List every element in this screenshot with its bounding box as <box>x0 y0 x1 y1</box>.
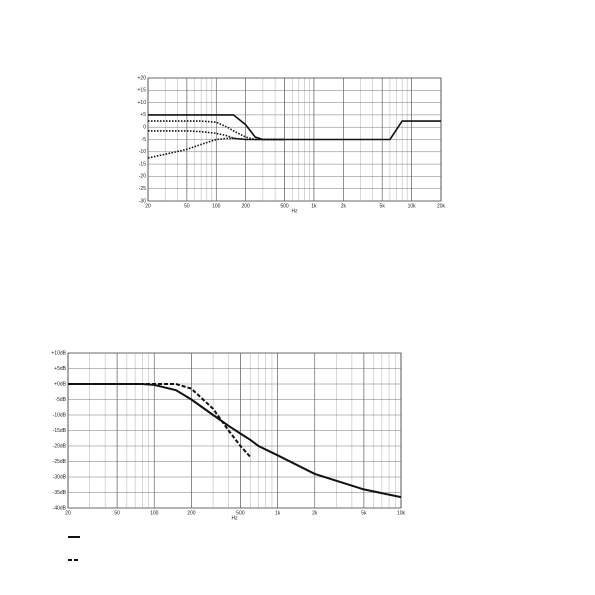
x-tick-label: 2k <box>341 203 347 209</box>
x-axis-label: Hz <box>231 515 238 521</box>
y-tick-label: -30 <box>139 198 146 204</box>
x-tick-label: 5k <box>380 203 386 209</box>
y-tick-label: +10dB <box>51 350 66 356</box>
y-tick-label: -10dB <box>53 412 67 418</box>
y-tick-label: +10 <box>138 100 147 106</box>
y-tick-label: -40dB <box>53 505 67 511</box>
x-tick-label: 10k <box>397 510 406 516</box>
y-tick-label: -30dB <box>53 474 67 480</box>
y-tick-label: -15dB <box>53 428 67 434</box>
x-tick-label: 20 <box>65 510 71 516</box>
y-tick-label: -5dB <box>55 397 66 403</box>
y-tick-label: -20 <box>139 174 146 180</box>
x-axis-label: Hz <box>291 208 298 214</box>
y-tick-label: -5 <box>142 137 147 143</box>
x-tick-label: 1k <box>275 510 281 516</box>
x-tick-label: 10k <box>408 203 417 209</box>
x-tick-label: 20 <box>145 203 151 209</box>
y-tick-label: +20 <box>138 75 147 81</box>
y-tick-label: -35dB <box>53 490 67 496</box>
y-tick-label: 0 <box>143 125 146 131</box>
y-tick-label: +5 <box>140 112 146 118</box>
x-tick-label: 50 <box>114 510 120 516</box>
y-tick-label: -25dB <box>53 459 67 465</box>
series-line <box>147 137 285 159</box>
y-tick-label: -15 <box>139 161 146 167</box>
x-tick-label: 500 <box>236 510 245 516</box>
y-tick-label: +0dB <box>54 381 66 387</box>
series-line <box>68 383 251 458</box>
y-tick-label: -20dB <box>53 443 67 449</box>
x-tick-label: 200 <box>187 510 196 516</box>
x-tick-label: 20k <box>437 203 446 209</box>
y-tick-label: +15 <box>138 88 147 94</box>
x-tick-label: 500 <box>280 203 289 209</box>
y-tick-label: -25 <box>139 186 146 192</box>
x-tick-label: 100 <box>150 510 159 516</box>
x-tick-label: 50 <box>184 203 190 209</box>
x-tick-label: 100 <box>212 203 221 209</box>
x-tick-label: 5k <box>361 510 367 516</box>
x-tick-label: 1k <box>311 203 317 209</box>
y-tick-label: -10 <box>139 149 146 155</box>
y-tick-label: +5dB <box>54 366 66 372</box>
x-tick-label: 2k <box>312 510 318 516</box>
x-tick-label: 200 <box>241 203 250 209</box>
